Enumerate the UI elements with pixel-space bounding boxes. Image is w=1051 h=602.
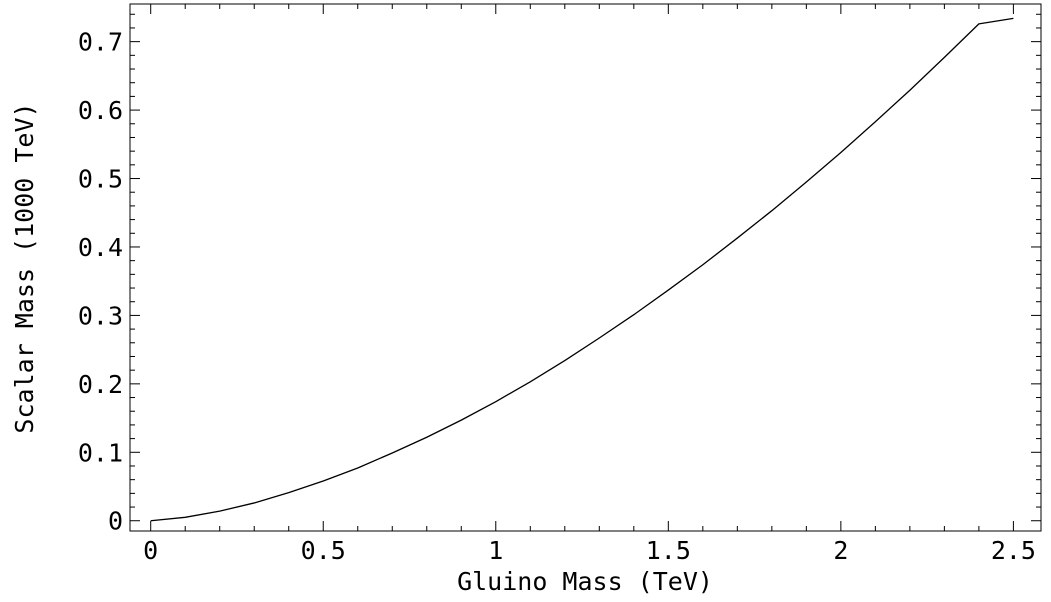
y-tick-label: 0.5 (78, 165, 123, 194)
y-axis-ticks: 0 0.1 0.2 0.3 0.4 0.5 0.6 0.7 (78, 13, 1041, 536)
x-tick-label: 1 (488, 536, 503, 565)
y-tick-label: 0.4 (78, 233, 123, 262)
y-axis-label: Scalar Mass (1000 TeV) (10, 102, 39, 433)
plot-frame (129, 3, 1042, 532)
x-tick-label: 2 (833, 536, 848, 565)
y-tick-label: 0.1 (78, 438, 123, 467)
y-tick-label: 0 (108, 507, 123, 536)
x-axis-ticks: 0 0.5 1 1.5 2 2.5 (143, 4, 1036, 565)
x-tick-label: 0.5 (301, 536, 346, 565)
y-tick-label: 0.2 (78, 370, 123, 399)
x-tick-label: 0 (143, 536, 158, 565)
series-line (150, 17, 1014, 522)
x-tick-label: 2.5 (991, 536, 1036, 565)
x-tick-label: 1.5 (646, 536, 691, 565)
x-axis-label: Gluino Mass (TeV) (457, 567, 713, 596)
series-group (150, 17, 1014, 522)
y-tick-label: 0.3 (78, 301, 123, 330)
y-tick-label: 0.6 (78, 96, 123, 125)
y-tick-label: 0.7 (78, 28, 123, 57)
